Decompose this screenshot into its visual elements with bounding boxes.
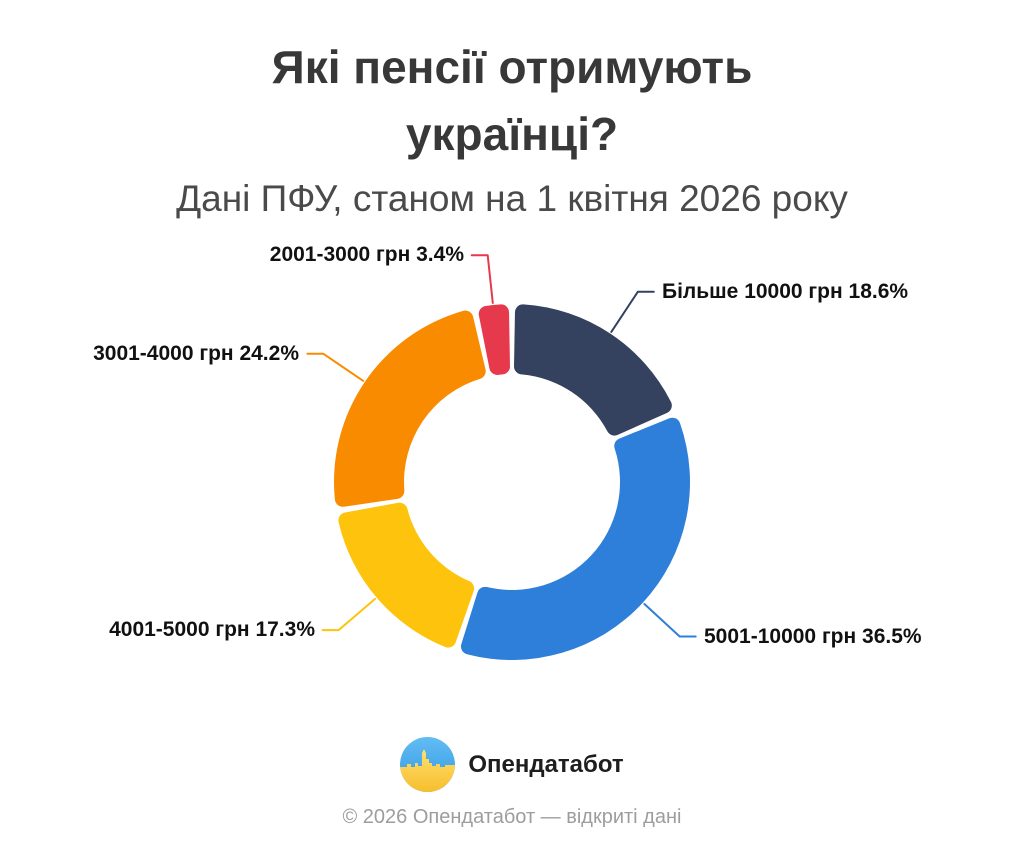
opendatabot-logo: Опендатабот [0,737,1024,792]
slice-label-2: 4001-5000 грн 17.3% [109,618,315,641]
slice-label-0: Більше 10000 грн 18.6% [662,280,909,303]
pie-slice-1 [460,417,690,660]
opendatabot-brand-text: Опендатабот [468,750,624,778]
footer-copyright: © 2026 Опендатабот — відкриті дані [342,806,682,828]
pie-slice-3 [334,310,486,507]
chart-title: Які пенсії отримують українці? [271,41,753,161]
pie-slice-2 [338,502,475,648]
leader-line-2 [321,597,377,632]
leader-line-0 [610,290,655,333]
slice-label-4: 2001-3000 грн 3.4% [269,243,464,266]
leader-line-3 [306,352,365,382]
opendatabot-flag-icon [400,737,456,792]
slice-label-1: 5001-10000 грн 36.5% [704,625,922,648]
slice-label-3: 3001-4000 грн 24.2% [93,342,299,365]
pie-slice-4 [478,304,510,375]
leader-line-4 [470,254,494,304]
leader-line-1 [643,603,697,638]
chart-subtitle: Дані ПФУ, станом на 1 квітня 2026 року [176,178,848,219]
pie-slice-0 [514,304,672,436]
